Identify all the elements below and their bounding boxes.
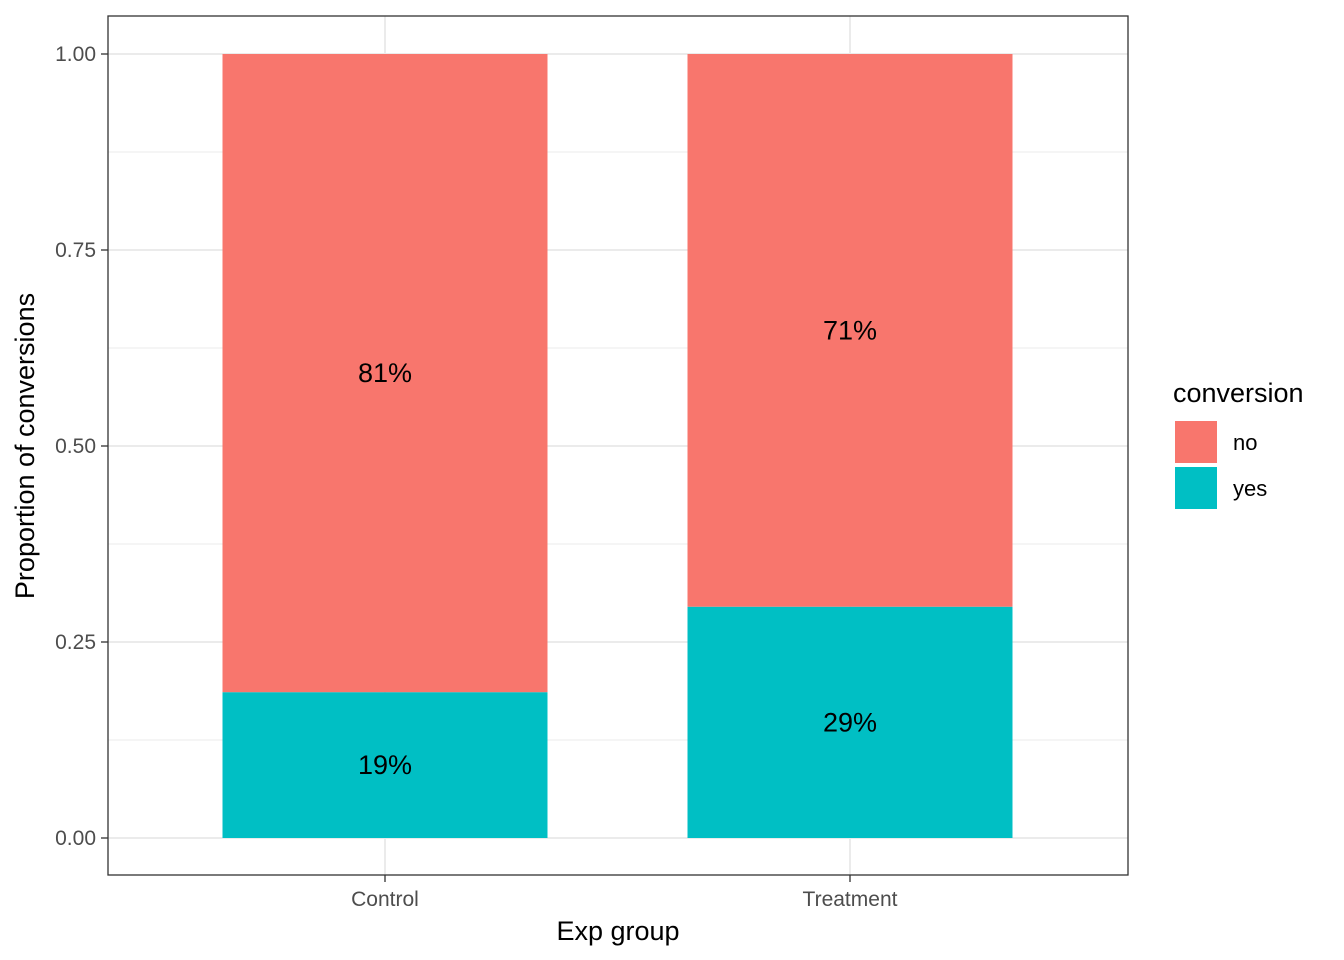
bar-control-no bbox=[222, 54, 548, 693]
data-labels: 19% 81% 29% 71% bbox=[358, 315, 877, 780]
bar-treatment-no bbox=[687, 54, 1013, 607]
data-label-treatment-yes: 29% bbox=[823, 707, 877, 737]
x-axis-title: Exp group bbox=[556, 916, 679, 946]
legend: conversion no yes bbox=[1173, 378, 1304, 509]
y-tick-label-3: 0.75 bbox=[55, 239, 96, 262]
y-tick-label-0: 0.00 bbox=[55, 827, 96, 850]
y-tick-label-2: 0.50 bbox=[55, 435, 96, 458]
legend-key-no bbox=[1175, 421, 1217, 463]
x-tick-label-0: Control bbox=[351, 888, 419, 911]
x-tick-label-1: Treatment bbox=[803, 888, 898, 911]
data-label-control-yes: 19% bbox=[358, 750, 412, 780]
legend-label-yes: yes bbox=[1233, 476, 1267, 501]
data-label-treatment-no: 71% bbox=[823, 315, 877, 345]
bars bbox=[222, 54, 1013, 838]
y-tick-label-1: 0.25 bbox=[55, 631, 96, 654]
legend-items: no yes bbox=[1175, 421, 1267, 509]
x-axis: Control Treatment bbox=[351, 875, 898, 911]
legend-key-yes bbox=[1175, 467, 1217, 509]
legend-title: conversion bbox=[1173, 378, 1304, 408]
bar-treatment-yes bbox=[687, 606, 1013, 838]
data-label-control-no: 81% bbox=[358, 358, 412, 388]
y-axis: 0.00 0.25 0.50 0.75 1.00 bbox=[55, 43, 108, 850]
legend-label-no: no bbox=[1233, 430, 1257, 455]
bar-control-yes bbox=[222, 692, 548, 838]
y-axis-title: Proportion of conversions bbox=[10, 293, 40, 599]
y-tick-label-4: 1.00 bbox=[55, 43, 96, 66]
